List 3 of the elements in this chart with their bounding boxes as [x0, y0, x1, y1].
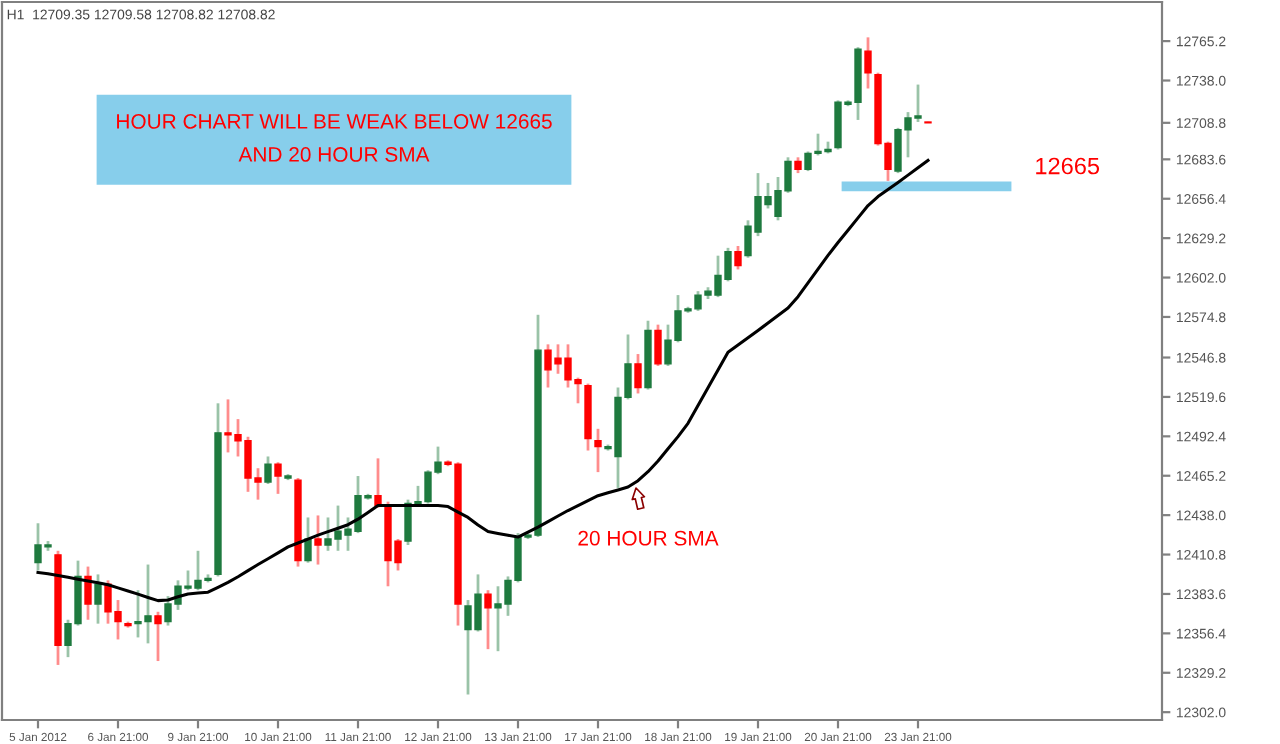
ref-line-label: 12665	[1036, 157, 1100, 175]
annotation: HOUR CHART WILL BE WEAK BELOW 12665 AND 20 HOUR SMA	[117, 114, 552, 162]
annotation: 20 HOUR SMA	[578, 530, 719, 546]
